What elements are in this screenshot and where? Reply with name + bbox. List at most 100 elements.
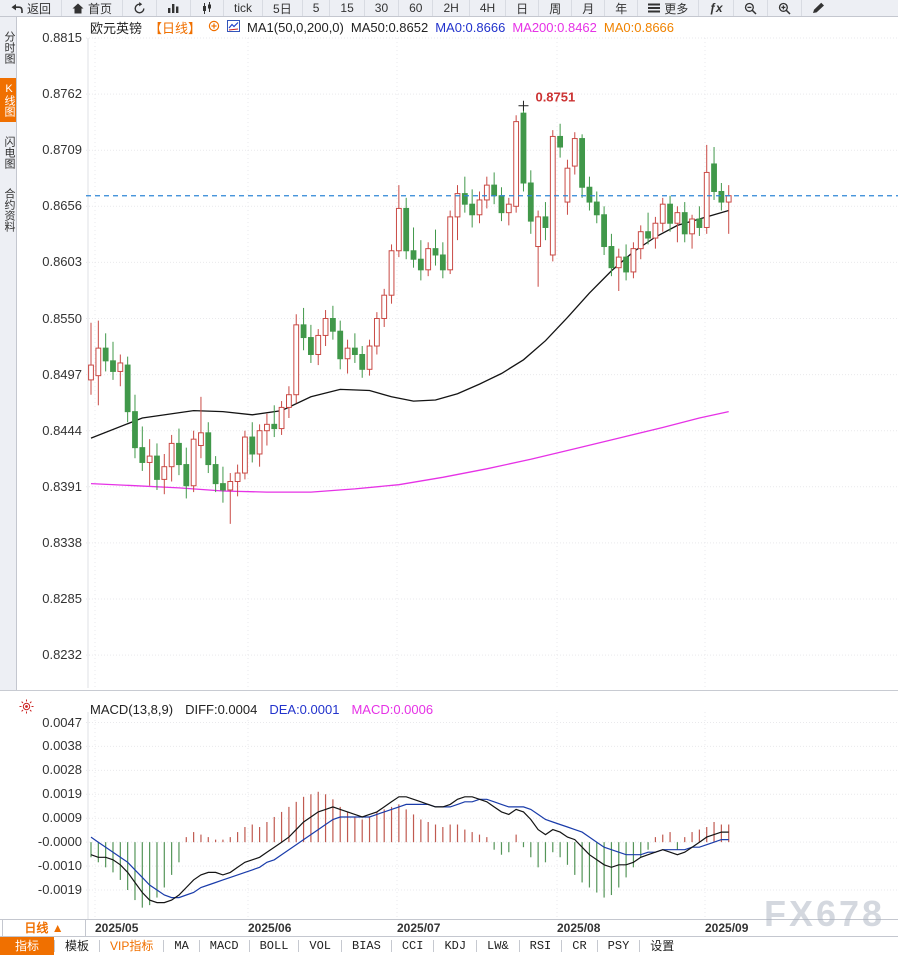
- candle: [88, 364, 94, 381]
- date-label: 2025/08: [557, 921, 601, 935]
- candle: [681, 212, 688, 235]
- add-indicator-icon[interactable]: [208, 20, 220, 35]
- toolbar-item-draw[interactable]: [802, 0, 835, 16]
- candle: [608, 246, 615, 269]
- candle: [659, 203, 666, 224]
- candle: [513, 121, 520, 207]
- candle: [102, 347, 109, 362]
- candle: [205, 432, 212, 466]
- macd-chart[interactable]: [17, 712, 898, 919]
- candle: [329, 318, 336, 332]
- toolbar-item-candle-chart[interactable]: [191, 0, 225, 16]
- candle: [491, 184, 498, 197]
- toolbar-item-60[interactable]: 60: [399, 0, 434, 16]
- toolbar-item-year[interactable]: 年: [605, 0, 639, 16]
- indicator-VIP指标[interactable]: VIP指标: [110, 939, 154, 953]
- candle: [469, 203, 476, 216]
- sidebar-tab-3[interactable]: 合约资料: [3, 188, 15, 232]
- separator: [54, 940, 56, 952]
- candle: [154, 455, 160, 480]
- indicator-BIAS[interactable]: BIAS: [352, 939, 381, 953]
- toolbar-item-week[interactable]: 周: [539, 0, 573, 16]
- toolbar-item-bar-chart[interactable]: [157, 0, 192, 16]
- price-tick-label: 0.8603: [42, 254, 82, 270]
- toolbar-item-5d[interactable]: 5日: [263, 0, 303, 16]
- candle: [637, 231, 644, 250]
- zoomout-icon: [744, 2, 757, 15]
- candle: [227, 481, 234, 491]
- candle: [388, 250, 395, 296]
- toolbar-item-15[interactable]: 15: [330, 0, 365, 16]
- toolbar-item-zoom-out[interactable]: [734, 0, 768, 16]
- candle: [410, 250, 417, 260]
- toolbar-item-day[interactable]: 日: [506, 0, 540, 16]
- toolbar-label-year: 年: [615, 1, 628, 16]
- toolbar-item-more[interactable]: 更多: [638, 0, 700, 16]
- indicator-toolbar: 指标 模板 VIP指标 MA MACD BOLL VOL BIAS CCI KDJ LW& RSI CR…: [0, 937, 898, 955]
- indicator-KDJ[interactable]: KDJ: [444, 939, 467, 953]
- indicator-VOL[interactable]: VOL: [309, 939, 332, 953]
- sidebar-tab-2[interactable]: 闪电图: [3, 136, 15, 169]
- refresh-icon: [133, 1, 146, 15]
- candle: [132, 411, 138, 449]
- price-tick-label: 0.8709: [42, 142, 82, 158]
- indicator-MACD[interactable]: MACD: [209, 939, 239, 953]
- period-selector-button[interactable]: 日线 ▲: [2, 920, 86, 936]
- back-icon: [10, 3, 23, 14]
- indicator-设置[interactable]: 设置: [650, 939, 675, 953]
- home-icon: [72, 3, 84, 14]
- toolbar-item-4h[interactable]: 4H: [470, 0, 507, 16]
- candle: [190, 438, 197, 487]
- toolbar-item-home[interactable]: 首页: [62, 0, 124, 16]
- price-chart-legend: 欧元英镑 【日线】 MA1(50,0,200,0) MA50:0.8652 MA…: [90, 20, 674, 36]
- price-chart[interactable]: 0.8751: [17, 17, 898, 690]
- candle: [110, 360, 116, 372]
- toolbar-label-fx: ƒx: [709, 1, 723, 15]
- toolbar-item-tick[interactable]: tick: [224, 0, 264, 16]
- indicator-CCI[interactable]: CCI: [401, 939, 424, 953]
- indicator-模板[interactable]: 模板: [65, 939, 90, 953]
- zoomin-icon: [778, 2, 791, 15]
- separator: [518, 940, 520, 952]
- candle: [447, 216, 454, 271]
- candle: [527, 182, 534, 222]
- price-tick-label: 0.8444: [42, 422, 82, 438]
- indicator-CR[interactable]: CR: [572, 939, 587, 953]
- sidebar-tab-1[interactable]: K线图: [0, 78, 16, 122]
- price-tick-label: 0.8656: [42, 198, 82, 214]
- indicator-MA[interactable]: MA: [174, 939, 189, 953]
- toolbar-item-refresh[interactable]: [123, 0, 158, 16]
- macd-settings-icon[interactable]: [19, 699, 34, 714]
- mini-chart-icon[interactable]: [227, 20, 241, 35]
- indicator-BOLL[interactable]: BOLL: [259, 939, 289, 953]
- candle: [293, 324, 300, 396]
- sidebar-tab-0[interactable]: 分时图: [3, 31, 15, 64]
- candle: [322, 318, 329, 336]
- separator: [341, 940, 343, 952]
- candle: [212, 464, 219, 485]
- candle: [586, 186, 593, 203]
- candle: [161, 466, 168, 480]
- candle: [168, 442, 175, 468]
- indicator-RSI[interactable]: RSI: [529, 939, 552, 953]
- macd-tick-label: 0.0047: [42, 714, 82, 730]
- toolbar-item-zoom-in[interactable]: [768, 0, 802, 16]
- toolbar-label-back: 返回: [27, 1, 52, 16]
- indicator-PSY[interactable]: PSY: [607, 939, 630, 953]
- candle: [249, 436, 256, 455]
- toolbar-item-fx[interactable]: ƒx: [699, 0, 734, 16]
- toolbar-item-back[interactable]: 返回: [0, 0, 63, 16]
- toolbar-item-2h[interactable]: 2H: [433, 0, 470, 16]
- macd-tick-label: -0.0019: [37, 882, 82, 897]
- indicator-指标[interactable]: 指标: [0, 937, 55, 955]
- separator: [390, 940, 392, 952]
- indicator-LW&[interactable]: LW&: [487, 939, 509, 953]
- candle: [483, 184, 490, 201]
- macd-tick-label: -0.0000: [37, 834, 82, 850]
- toolbar-item-30[interactable]: 30: [365, 0, 400, 16]
- macd-formula: MACD(13,8,9): [90, 702, 174, 717]
- candle: [667, 203, 673, 224]
- toolbar-item-month[interactable]: 月: [572, 0, 606, 16]
- toolbar-item-5[interactable]: 5: [303, 0, 331, 16]
